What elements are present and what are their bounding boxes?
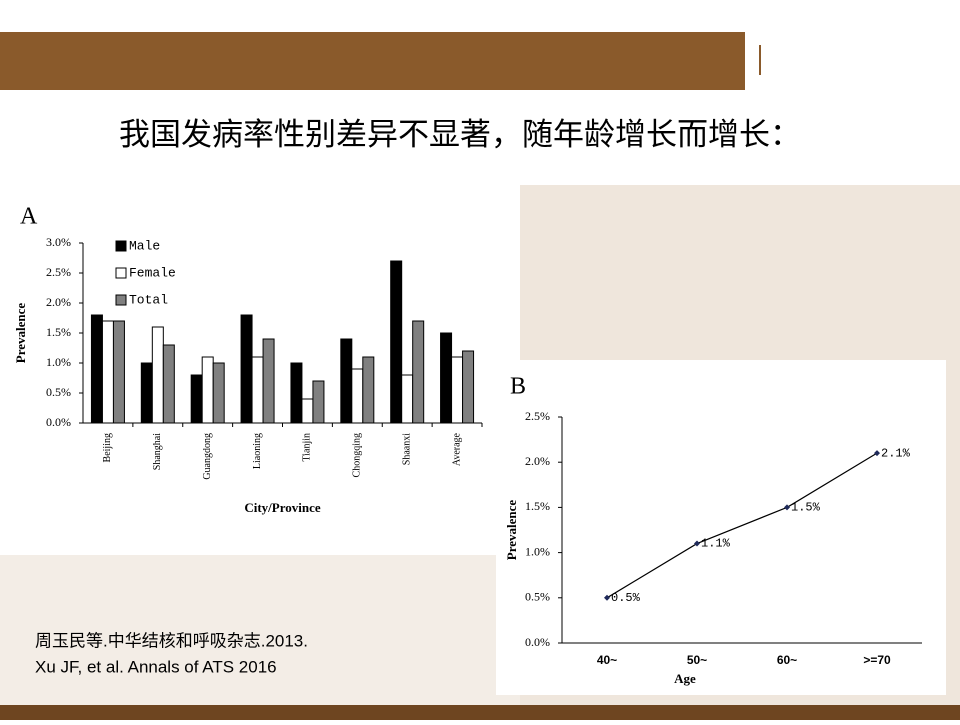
legend-swatch [115, 294, 127, 306]
line [606, 452, 878, 599]
decor-image [0, 555, 520, 705]
bar [201, 356, 214, 424]
y-tick-label: 0.0% [525, 635, 550, 649]
x-tick-label: >=70 [863, 653, 891, 667]
y-tick-label: 2.0% [46, 295, 71, 309]
bar [451, 356, 464, 424]
panel-label: B [510, 374, 526, 400]
bar [112, 320, 125, 424]
data-label: 1.5% [791, 501, 821, 515]
legend-label: Total [129, 292, 168, 307]
y-tick-label: 2.5% [46, 265, 71, 279]
point [874, 450, 880, 457]
y-tick-label: 2.5% [525, 409, 550, 423]
data-label: 2.1% [881, 446, 911, 460]
bar [101, 320, 114, 424]
legend-label: Female [129, 265, 176, 280]
footer-bar [0, 705, 960, 720]
bar [390, 260, 403, 424]
y-tick-label: 0.0% [46, 415, 71, 429]
x-tick-label: Guangdong [202, 433, 213, 480]
y-tick-label: 0.5% [46, 385, 71, 399]
slide-title: 我国发病率性别差异不显著，随年龄增长而增长： [119, 117, 801, 152]
x-tick-label: Liaoning [252, 433, 263, 469]
bar [251, 356, 264, 424]
citation: Xu JF, et al. Annals of ATS 2016 [35, 657, 277, 676]
x-tick-label: Tianjin [302, 433, 313, 462]
legend-label: Male [129, 238, 160, 253]
y-tick-label: 1.5% [46, 325, 71, 339]
bar [412, 320, 425, 424]
point [694, 540, 700, 547]
bar [290, 362, 303, 424]
bar [351, 368, 364, 424]
citation: 周玉民等.中华结核和呼吸杂志.2013. [35, 631, 308, 650]
y-tick-label: 1.0% [525, 544, 550, 558]
data-label: 0.5% [611, 591, 641, 605]
bar [212, 362, 225, 424]
x-tick-label: 60~ [777, 653, 797, 667]
point [784, 504, 790, 511]
x-tick-label: Shanghai [152, 433, 163, 470]
bar [90, 314, 103, 424]
panel [496, 360, 946, 695]
y-tick-label: 2.0% [525, 454, 550, 468]
x-tick-label: Shaanxi [401, 433, 412, 465]
bar [362, 356, 375, 424]
data-label: 1.1% [701, 537, 731, 551]
bar [190, 374, 203, 424]
x-tick-label: Average [451, 432, 462, 466]
x-tick-label: Beijing [102, 433, 113, 462]
x-tick-label: 40~ [597, 653, 617, 667]
bar [312, 380, 325, 424]
bar [162, 344, 175, 424]
y-tick-label: 0.5% [525, 590, 550, 604]
bar [440, 332, 453, 424]
bar [151, 326, 164, 424]
y-tick-label: 1.5% [525, 499, 550, 513]
x-tick-label: 50~ [687, 653, 707, 667]
header-bar [0, 32, 745, 90]
y-tick-label: 1.0% [46, 355, 71, 369]
bar [140, 362, 153, 424]
panel-label: A [20, 204, 38, 230]
bar [240, 314, 253, 424]
y-axis-label: Prevalence [504, 500, 519, 561]
y-axis-label: Prevalence [13, 303, 28, 364]
legend-swatch [115, 240, 127, 252]
point [604, 594, 610, 601]
legend-swatch [115, 267, 127, 279]
bar [340, 338, 353, 424]
bar [301, 398, 314, 424]
y-tick-label: 3.0% [46, 235, 71, 249]
bar [401, 374, 414, 424]
x-axis-label: Age [674, 671, 696, 686]
x-axis-label: City/Province [244, 500, 321, 515]
bar [262, 338, 275, 424]
bar [462, 350, 475, 424]
x-tick-label: Chongqing [352, 433, 363, 477]
